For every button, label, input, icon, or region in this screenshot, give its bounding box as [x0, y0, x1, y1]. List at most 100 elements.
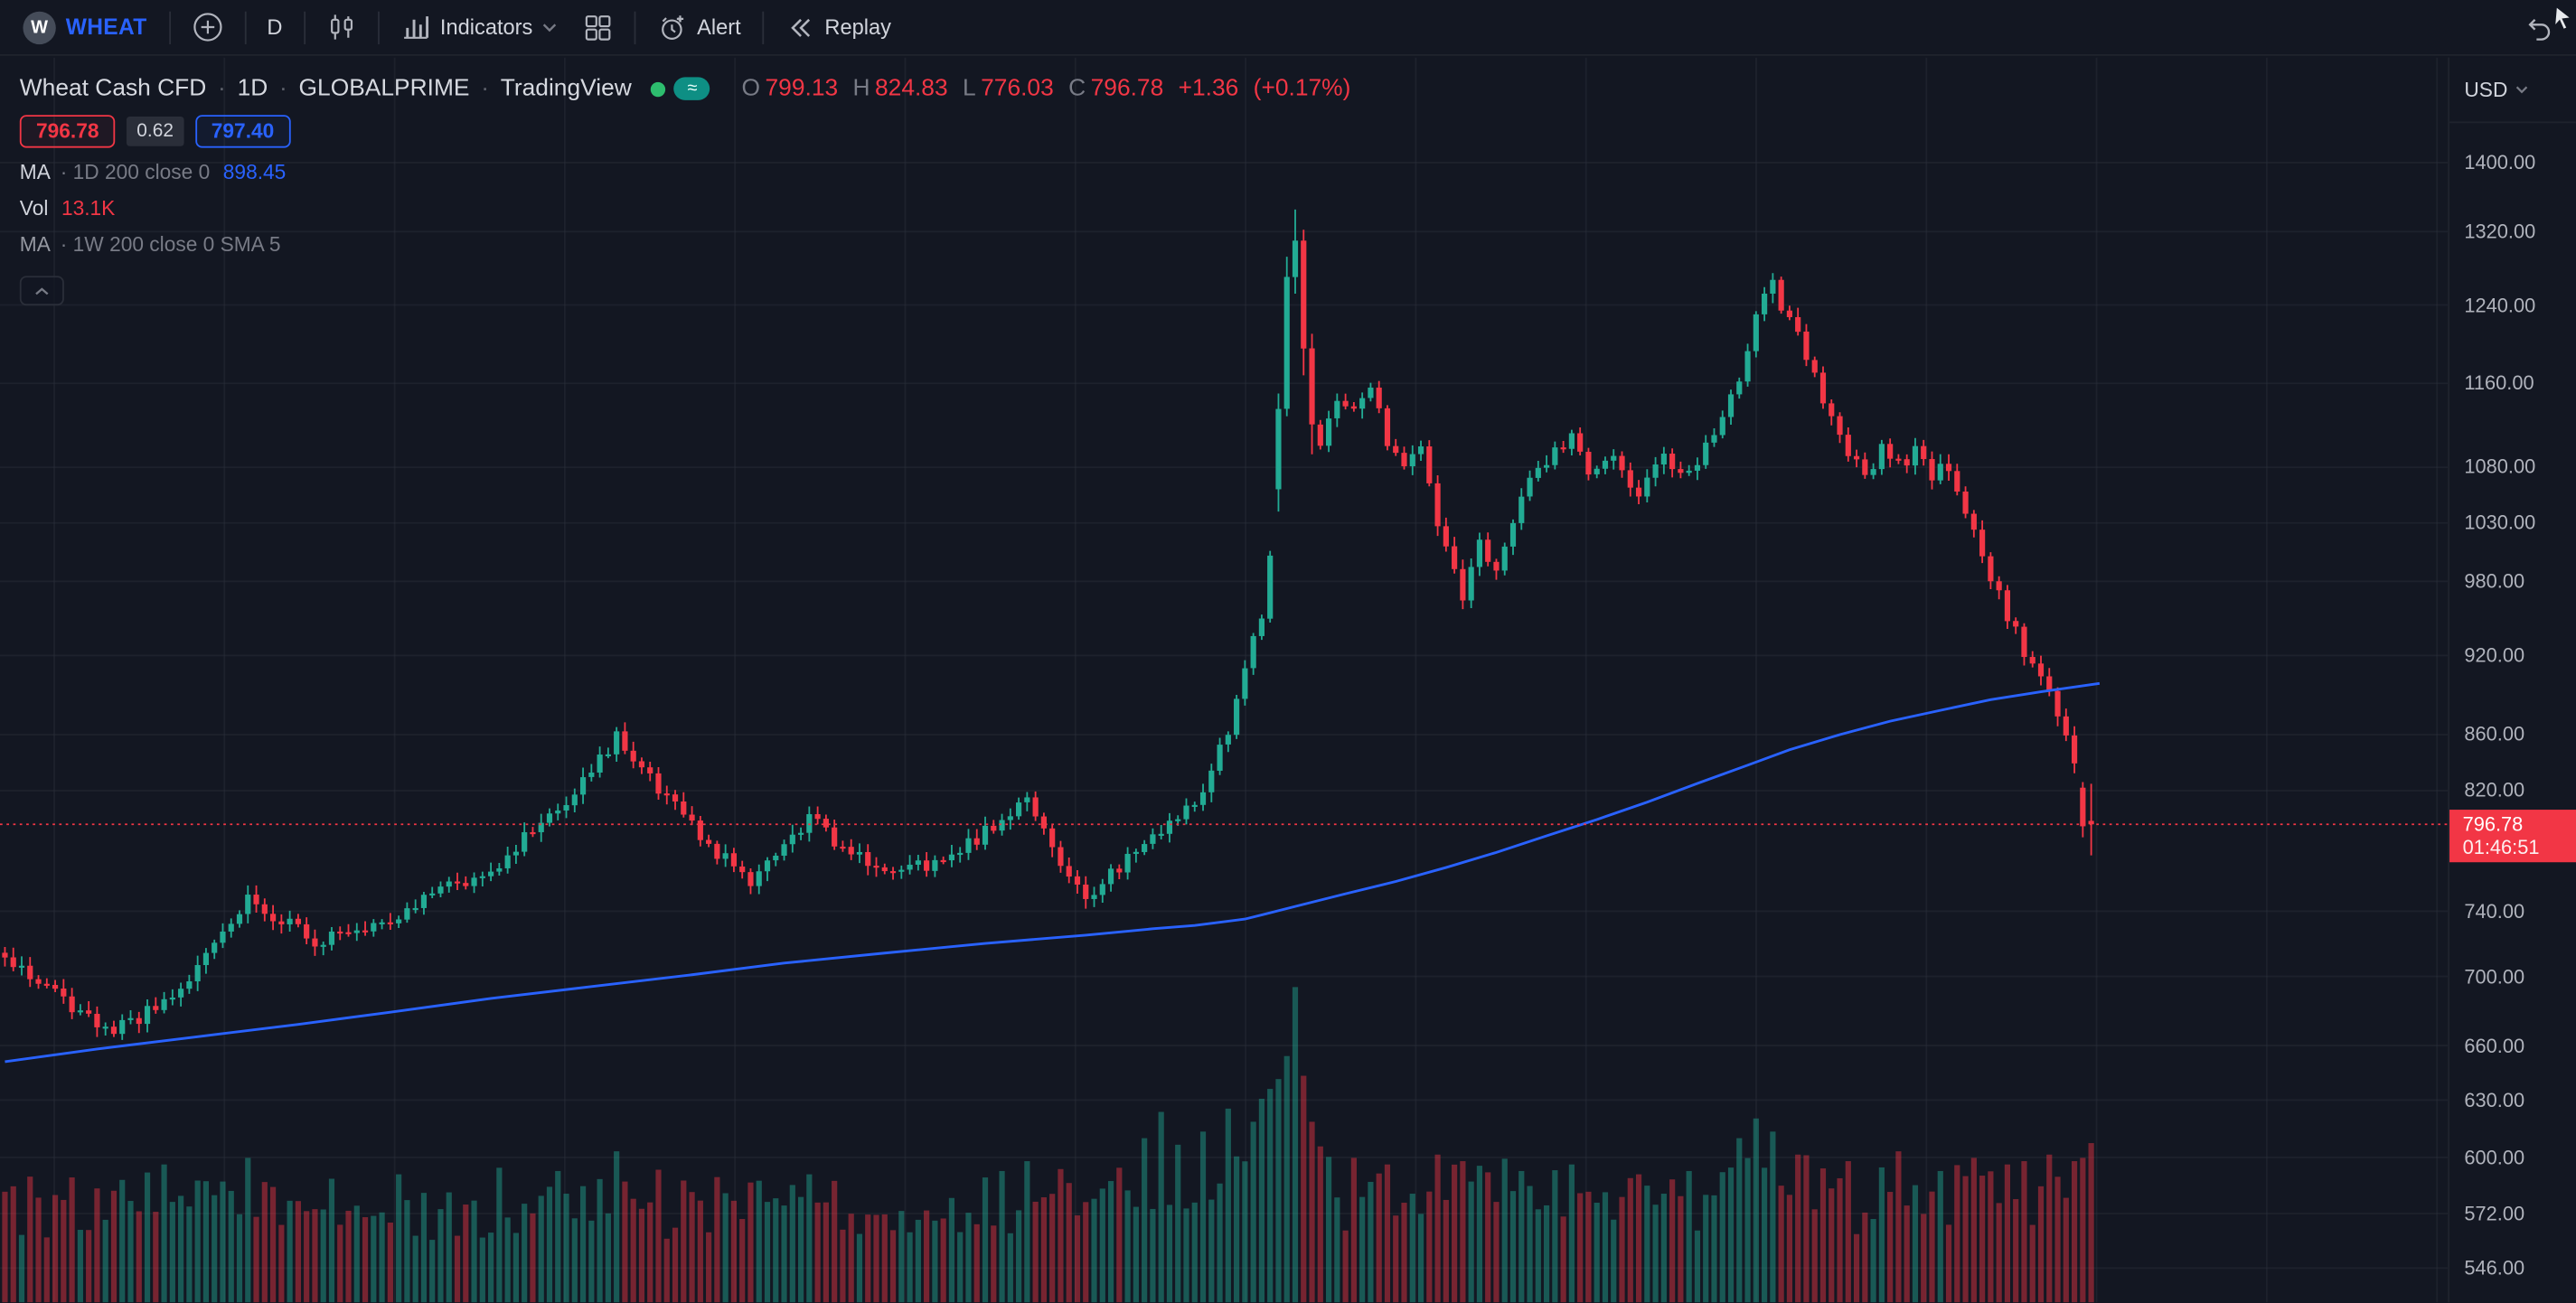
legend-interval: 1D	[237, 75, 268, 102]
alert-button[interactable]: Alert	[644, 5, 754, 51]
price-axis-label: 1030.00	[2464, 511, 2536, 535]
ma200-line	[5, 681, 2101, 1064]
low-value: 776.03	[981, 75, 1054, 102]
price-axis-label: 700.00	[2464, 964, 2525, 989]
price-axis-label: 572.00	[2464, 1202, 2525, 1225]
interval-button[interactable]: D	[254, 5, 296, 51]
chart-style-button[interactable]	[314, 5, 370, 51]
legend-provider: TradingView	[500, 75, 632, 102]
indicator-row-volume[interactable]: Vol 13.1K	[20, 195, 116, 220]
chart-area: Wheat Cash CFD · 1D · GLOBALPRIME · Trad…	[0, 57, 2449, 1303]
last-price-badge: 796.78 01:46:51	[2449, 809, 2576, 863]
indicator-value: 898.45	[222, 160, 287, 183]
close-label: C	[1068, 75, 1086, 102]
price-axis-label: 860.00	[2464, 723, 2525, 746]
candle-bodies-down	[2, 240, 2094, 1035]
price-axis-label: 660.00	[2464, 1034, 2525, 1057]
price-axis-label: 1160.00	[2464, 371, 2534, 395]
toolbar-separator	[762, 10, 765, 44]
change-percent: (+0.17%)	[1253, 75, 1351, 102]
price-axis-label: 1320.00	[2464, 220, 2536, 244]
price-axis-labels: 1400.00 1320.00 1240.00 1160.00 1080.00 1030.…	[2449, 58, 2576, 1303]
price-chart-canvas[interactable]	[0, 57, 2449, 1303]
candle-wicks-down	[4, 230, 2092, 1037]
compare-add-button[interactable]	[178, 5, 236, 51]
change-value: +1.36	[1178, 75, 1239, 102]
chart-legend: Wheat Cash CFD · 1D · GLOBALPRIME · Trad…	[19, 76, 1351, 306]
indicator-name: MA	[19, 160, 51, 183]
plus-icon	[193, 13, 221, 42]
undo-icon	[2528, 18, 2551, 40]
undo-button[interactable]	[2510, 5, 2566, 51]
indicators-button[interactable]: Indicators	[388, 5, 570, 51]
separator-dot: ·	[481, 75, 490, 102]
chevron-down-icon	[543, 23, 557, 32]
currency-selector[interactable]: USD	[2449, 58, 2576, 124]
replay-rewind-icon	[791, 18, 811, 36]
alarm-clock-icon	[662, 14, 684, 40]
delayed-data-badge[interactable]: ≈	[674, 77, 711, 100]
indicator-params: · 1W 200 close 0 SMA 5	[60, 232, 281, 256]
indicator-name: MA	[19, 232, 51, 256]
symbol-title: Wheat Cash CFD	[19, 75, 207, 102]
mouse-cursor	[2553, 5, 2573, 31]
grid-lines	[0, 57, 2449, 1303]
candle-bodies-up	[18, 240, 1943, 1035]
price-axis-label: 630.00	[2464, 1088, 2525, 1112]
chevron-up-icon	[35, 286, 49, 295]
replay-button[interactable]: Replay	[772, 5, 904, 51]
replay-label: Replay	[824, 14, 891, 40]
candle-wicks-up	[21, 209, 1941, 1040]
market-open-dot-icon[interactable]	[651, 80, 666, 97]
close-value: 796.78	[1090, 75, 1164, 102]
toolbar-separator	[243, 10, 246, 44]
layout-grid-button[interactable]	[570, 5, 626, 51]
buy-price-button[interactable]: 797.40	[194, 115, 291, 148]
quote-row: 796.78 0.62 797.40	[19, 115, 291, 148]
volume-bars	[2, 987, 2094, 1303]
toolbar-separator	[377, 10, 380, 44]
alert-label: Alert	[697, 14, 741, 40]
high-value: 824.83	[875, 75, 948, 102]
separator-dot: ·	[279, 75, 287, 102]
indicators-icon	[403, 15, 428, 38]
indicator-params: · 1D 200 close 0	[60, 160, 211, 183]
indicator-name: Vol	[19, 196, 49, 220]
grid-layout-icon	[586, 14, 611, 40]
currency-label: USD	[2464, 78, 2508, 101]
chevron-down-icon	[2516, 86, 2528, 94]
toolbar-separator	[635, 10, 636, 44]
top-toolbar: W WHEAT D	[0, 0, 2576, 56]
legend-collapse-button[interactable]	[19, 276, 64, 306]
price-axis-label: 980.00	[2464, 569, 2525, 594]
indicator-value: 13.1K	[61, 196, 116, 220]
candlestick-icon	[330, 14, 353, 39]
ohlc-values: O 799.13 H 824.83 L 776.03 C 796.78 +1.36 (+…	[727, 75, 1351, 102]
sell-price-button[interactable]: 796.78	[19, 115, 116, 148]
toolbar-separator	[304, 10, 306, 44]
price-axis-label: 600.00	[2464, 1146, 2525, 1169]
bar-countdown: 01:46:51	[2462, 836, 2540, 859]
separator-dot: ·	[218, 75, 226, 102]
indicator-row-ma-weekly[interactable]: MA · 1W 200 close 0 SMA 5	[20, 231, 281, 256]
price-axis-label: 1080.00	[2464, 455, 2536, 479]
price-axis-label: 820.00	[2464, 779, 2525, 802]
last-price-value: 796.78	[2462, 812, 2524, 837]
open-label: O	[741, 75, 761, 102]
spread-value: 0.62	[127, 117, 183, 146]
indicators-label: Indicators	[439, 14, 533, 40]
price-axis-label: 1400.00	[2464, 151, 2536, 174]
low-label: L	[963, 75, 976, 102]
symbol-name: WHEAT	[65, 14, 147, 40]
indicator-row-ma-daily[interactable]: MA · 1D 200 close 0 898.45	[20, 159, 286, 183]
price-axis-label: 920.00	[2464, 643, 2525, 668]
symbol-button[interactable]: W WHEAT	[10, 5, 160, 51]
price-axis-label: 740.00	[2464, 899, 2525, 923]
toolbar-separator	[168, 10, 171, 44]
interval-label: D	[267, 14, 283, 40]
symbol-legend-row[interactable]: Wheat Cash CFD · 1D · GLOBALPRIME · Trad…	[20, 76, 1351, 102]
price-axis-label: 1240.00	[2464, 293, 2536, 317]
price-axis[interactable]: 1400.00 1320.00 1240.00 1160.00 1080.00 1030.…	[2448, 57, 2576, 1303]
symbol-logo: W	[23, 10, 56, 44]
